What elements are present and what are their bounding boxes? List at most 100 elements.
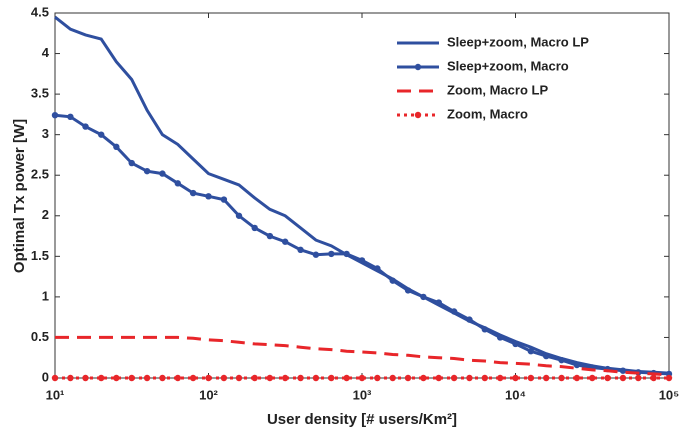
- series-marker: [251, 224, 258, 232]
- series-marker: [51, 374, 59, 382]
- series-marker: [466, 374, 473, 382]
- series-marker: [604, 374, 611, 382]
- x-axis-label: User density [# users/Km²]: [267, 411, 457, 428]
- series-marker: [266, 374, 274, 382]
- y-tick-label: 0.5: [31, 329, 49, 344]
- series-marker: [67, 113, 74, 121]
- y-tick-label: 4: [42, 45, 50, 60]
- series-marker: [189, 374, 197, 382]
- series-marker: [527, 374, 535, 382]
- series-marker: [512, 374, 519, 382]
- series-marker: [496, 334, 504, 341]
- x-tick-label: 10⁴: [505, 387, 526, 402]
- series-marker: [189, 189, 197, 197]
- legend-label: Sleep+zoom, Macro LP: [447, 34, 589, 49]
- series-marker: [343, 250, 350, 258]
- series-marker: [496, 374, 504, 382]
- series-marker: [527, 348, 535, 355]
- series-marker: [343, 374, 350, 382]
- series-marker: [235, 374, 243, 382]
- series-marker: [389, 374, 396, 382]
- y-tick-label: 3.5: [31, 86, 49, 101]
- series-marker: [404, 374, 412, 382]
- x-tick-label: 10⁵: [659, 387, 680, 402]
- legend-marker: [414, 63, 422, 71]
- x-tick-label: 10²: [199, 387, 218, 402]
- series-marker: [282, 238, 289, 245]
- series-marker: [235, 212, 243, 219]
- series-marker: [665, 374, 673, 382]
- legend-marker: [414, 111, 422, 119]
- series-marker: [374, 374, 381, 382]
- series-marker: [589, 374, 596, 382]
- series-marker: [558, 356, 565, 364]
- series-marker: [128, 159, 135, 167]
- legend-label: Zoom, Macro LP: [447, 82, 548, 97]
- series-marker: [635, 374, 642, 382]
- series-marker: [358, 257, 366, 264]
- series-marker: [481, 326, 489, 333]
- series-marker: [404, 287, 412, 294]
- series-marker: [205, 193, 212, 200]
- series-marker: [98, 374, 105, 382]
- series-marker: [251, 374, 258, 382]
- y-tick-label: 4.5: [31, 4, 49, 19]
- series-marker: [543, 352, 550, 360]
- series-marker: [67, 374, 74, 382]
- series-line: [55, 335, 670, 377]
- series-marker: [143, 167, 151, 175]
- series-marker: [159, 374, 166, 382]
- series-marker: [174, 374, 182, 382]
- series-marker: [297, 246, 304, 254]
- series-marker: [558, 374, 565, 382]
- series-marker: [619, 367, 627, 374]
- series-marker: [466, 316, 473, 323]
- legend-label: Sleep+zoom, Macro: [447, 58, 569, 73]
- series-marker: [619, 374, 627, 382]
- y-tick-label: 0: [42, 369, 49, 384]
- series-marker: [98, 131, 105, 138]
- series-marker: [650, 374, 657, 382]
- series-marker: [481, 374, 489, 382]
- series-marker: [328, 374, 335, 382]
- series-marker: [205, 374, 212, 382]
- series-marker: [51, 112, 59, 119]
- series-marker: [450, 308, 458, 315]
- series-marker: [82, 374, 89, 382]
- series-marker: [312, 374, 320, 382]
- series-marker: [297, 374, 304, 382]
- series-marker: [266, 232, 274, 240]
- series-marker: [220, 374, 228, 382]
- series-marker: [113, 374, 120, 382]
- series-marker: [312, 251, 320, 258]
- series-marker: [543, 374, 550, 382]
- series-marker: [389, 277, 396, 284]
- y-tick-label: 3: [42, 126, 49, 141]
- series-marker: [282, 374, 289, 382]
- series-marker: [82, 123, 89, 130]
- y-tick-label: 2: [42, 207, 49, 222]
- x-tick-label: 10¹: [46, 387, 65, 402]
- y-tick-label: 1.5: [31, 248, 49, 263]
- y-tick-label: 1: [42, 288, 49, 303]
- series-marker: [358, 374, 366, 382]
- legend-label: Zoom, Macro: [447, 106, 528, 121]
- series-marker: [143, 374, 151, 382]
- series-marker: [128, 374, 135, 382]
- series-marker: [435, 299, 442, 306]
- series-marker: [174, 180, 182, 187]
- series-marker: [374, 265, 381, 272]
- series-marker: [573, 361, 581, 369]
- series-marker: [573, 374, 581, 382]
- series-marker: [512, 340, 519, 348]
- series-marker: [420, 293, 427, 301]
- y-axis-label: Optimal Tx power [W]: [11, 119, 28, 273]
- x-tick-label: 10³: [353, 387, 372, 402]
- series-marker: [328, 250, 335, 258]
- series-marker: [435, 374, 442, 382]
- series-marker: [450, 374, 458, 382]
- y-tick-label: 2.5: [31, 167, 49, 182]
- series-marker: [220, 196, 228, 203]
- series-marker: [113, 143, 120, 151]
